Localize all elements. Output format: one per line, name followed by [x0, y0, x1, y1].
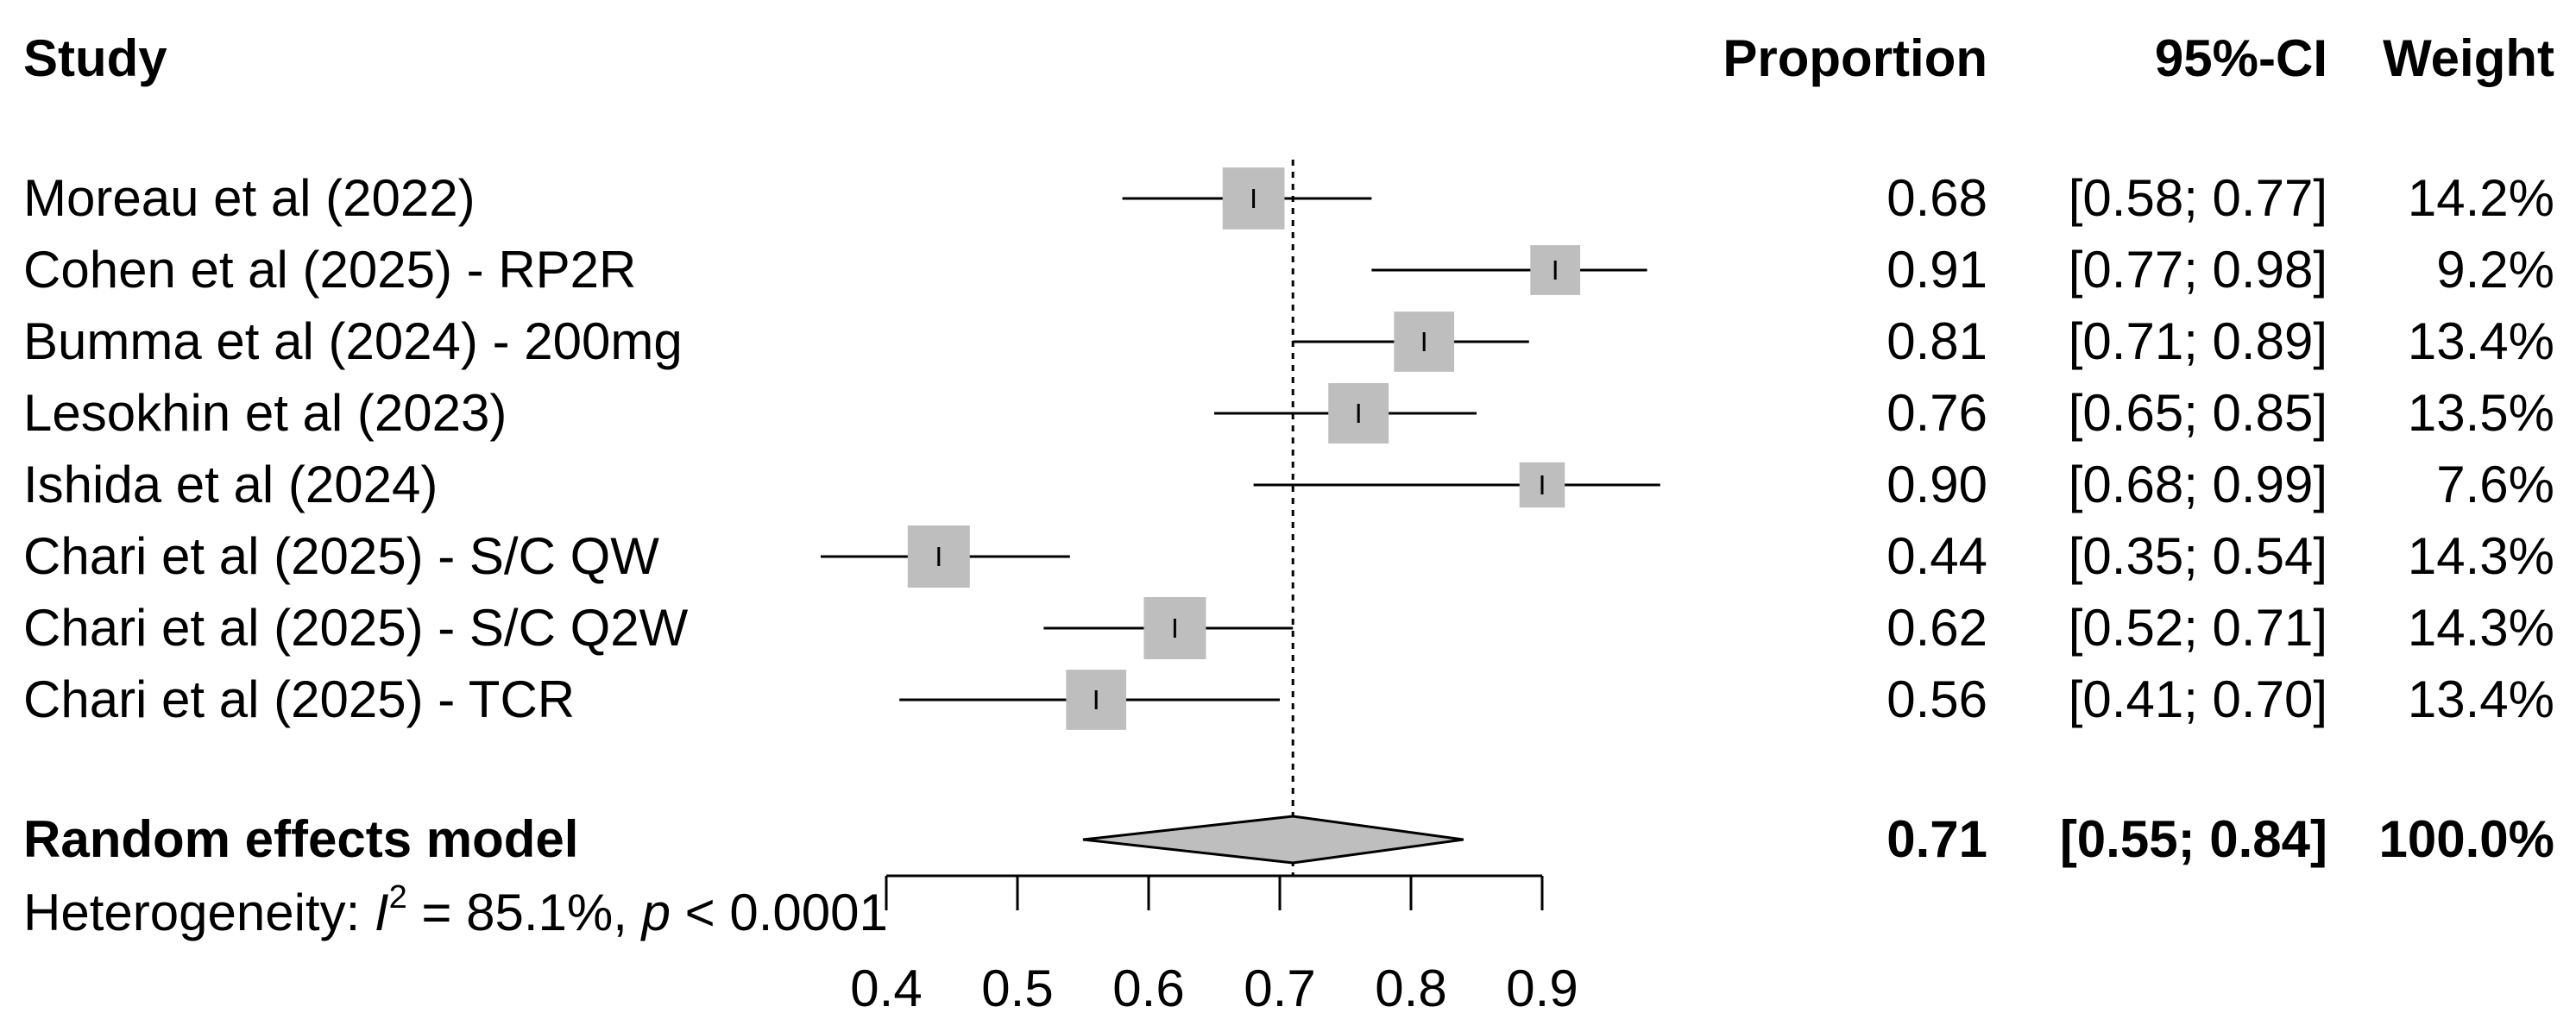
ci-value: [0.52; 0.71]: [2069, 599, 2327, 657]
x-axis-tick-label: 0.6: [1112, 960, 1184, 1017]
pooled-weight: 100.0%: [2379, 810, 2555, 868]
proportion-value: 0.76: [1886, 384, 1987, 442]
heterogeneity-p-value: < 0.0001: [671, 884, 888, 941]
study-label: Cohen et al (2025) - RP2R: [23, 241, 636, 299]
weight-value: 14.3%: [2408, 599, 2554, 657]
pooled-diamond: [1082, 815, 1464, 865]
proportion-value: 0.56: [1886, 670, 1987, 728]
study-label: Lesokhin et al (2023): [23, 384, 507, 442]
header-weight: Weight: [2383, 29, 2554, 87]
study-row: Cohen et al (2025) - RP2R 0.91 [0.77; 0.98…: [23, 241, 2554, 299]
study-row: Ishida et al (2024) 0.90 [0.68; 0.99] 7.6%: [23, 456, 2554, 513]
weight-value: 9.2%: [2436, 241, 2554, 299]
x-axis-tick-label: 0.7: [1244, 960, 1315, 1017]
weight-value: 7.6%: [2436, 456, 2554, 513]
proportion-value: 0.81: [1886, 312, 1987, 370]
x-axis-tick-label: 0.5: [981, 960, 1053, 1017]
header-study: Study: [23, 29, 167, 87]
heterogeneity-p-symbol: p: [640, 884, 671, 941]
heterogeneity-i-value: = 85.1%,: [407, 884, 642, 941]
weight-value: 14.2%: [2408, 169, 2554, 227]
weight-value: 14.3%: [2408, 527, 2554, 585]
weight-value: 13.4%: [2408, 312, 2554, 370]
study-row: Lesokhin et al (2023) 0.76 [0.65; 0.85] 13.…: [23, 383, 2554, 444]
pooled-row: Random effects model 0.71 [0.55; 0.84] 100.…: [23, 810, 2554, 868]
pooled-ci: [0.55; 0.84]: [2060, 810, 2327, 868]
proportion-value: 0.90: [1886, 456, 1987, 513]
proportion-value: 0.44: [1886, 527, 1987, 585]
ci-value: [0.58; 0.77]: [2069, 169, 2327, 227]
heterogeneity-i-superscript: 2: [389, 879, 407, 916]
proportion-value: 0.91: [1886, 241, 1987, 299]
study-label: Chari et al (2025) - S/C Q2W: [23, 599, 689, 657]
study-row: Chari et al (2025) - S/C QW 0.44 [0.35; 0.…: [23, 525, 2554, 588]
study-rows: Moreau et al (2022) 0.68 [0.58; 0.77] 14.2%…: [23, 167, 2554, 730]
weight-value: 13.5%: [2408, 384, 2554, 442]
x-axis-tick-label: 0.8: [1375, 960, 1446, 1017]
study-label: Chari et al (2025) - TCR: [23, 670, 575, 728]
header-proportion: Proportion: [1723, 29, 1987, 87]
pooled-proportion: 0.71: [1886, 810, 1987, 868]
pooled-label: Random effects model: [23, 810, 578, 868]
study-row: Chari et al (2025) - S/C Q2W 0.62 [0.52; 0…: [23, 597, 2554, 659]
x-axis-tick-label: 0.9: [1506, 960, 1578, 1017]
weight-value: 13.4%: [2408, 670, 2554, 728]
study-row: Bumma et al (2024) - 200mg 0.81 [0.71; 0.8…: [23, 311, 2554, 372]
study-label: Ishida et al (2024): [23, 456, 438, 513]
proportion-value: 0.62: [1886, 599, 1987, 657]
heterogeneity-text: Heterogeneity: I2 = 85.1%, p < 0.0001: [23, 879, 888, 941]
heterogeneity-i-symbol: I: [375, 884, 389, 941]
study-label: Bumma et al (2024) - 200mg: [23, 312, 683, 370]
ci-value: [0.65; 0.85]: [2069, 384, 2327, 442]
x-axis-tick-label: 0.4: [850, 960, 922, 1017]
study-row: Chari et al (2025) - TCR 0.56 [0.41; 0.70]…: [23, 670, 2554, 730]
ci-value: [0.71; 0.89]: [2069, 312, 2327, 370]
study-label: Moreau et al (2022): [23, 169, 476, 227]
heterogeneity-prefix: Heterogeneity:: [23, 884, 375, 941]
ci-value: [0.41; 0.70]: [2069, 670, 2327, 728]
ci-value: [0.68; 0.99]: [2069, 456, 2327, 513]
ci-value: [0.77; 0.98]: [2069, 241, 2327, 299]
x-axis: 0.4 0.5 0.6 0.7 0.8 0.9: [850, 874, 1578, 1017]
study-label: Chari et al (2025) - S/C QW: [23, 527, 659, 585]
ci-value: [0.35; 0.54]: [2069, 527, 2327, 585]
study-row: Moreau et al (2022) 0.68 [0.58; 0.77] 14.2%: [23, 167, 2554, 230]
header-ci: 95%-CI: [2155, 29, 2327, 87]
proportion-value: 0.68: [1886, 169, 1987, 227]
